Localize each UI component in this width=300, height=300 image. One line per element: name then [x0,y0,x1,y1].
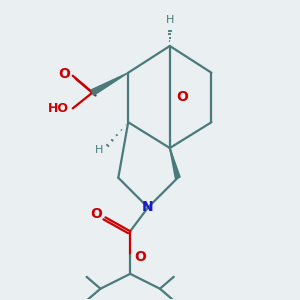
Text: O: O [176,91,188,104]
Text: O: O [134,250,146,264]
Polygon shape [170,148,180,178]
Text: H: H [95,145,104,155]
Polygon shape [91,73,128,95]
Text: N: N [142,200,154,214]
Text: O: O [91,207,102,221]
Text: HO: HO [48,102,69,115]
Text: O: O [58,67,70,81]
Text: H: H [166,15,174,25]
